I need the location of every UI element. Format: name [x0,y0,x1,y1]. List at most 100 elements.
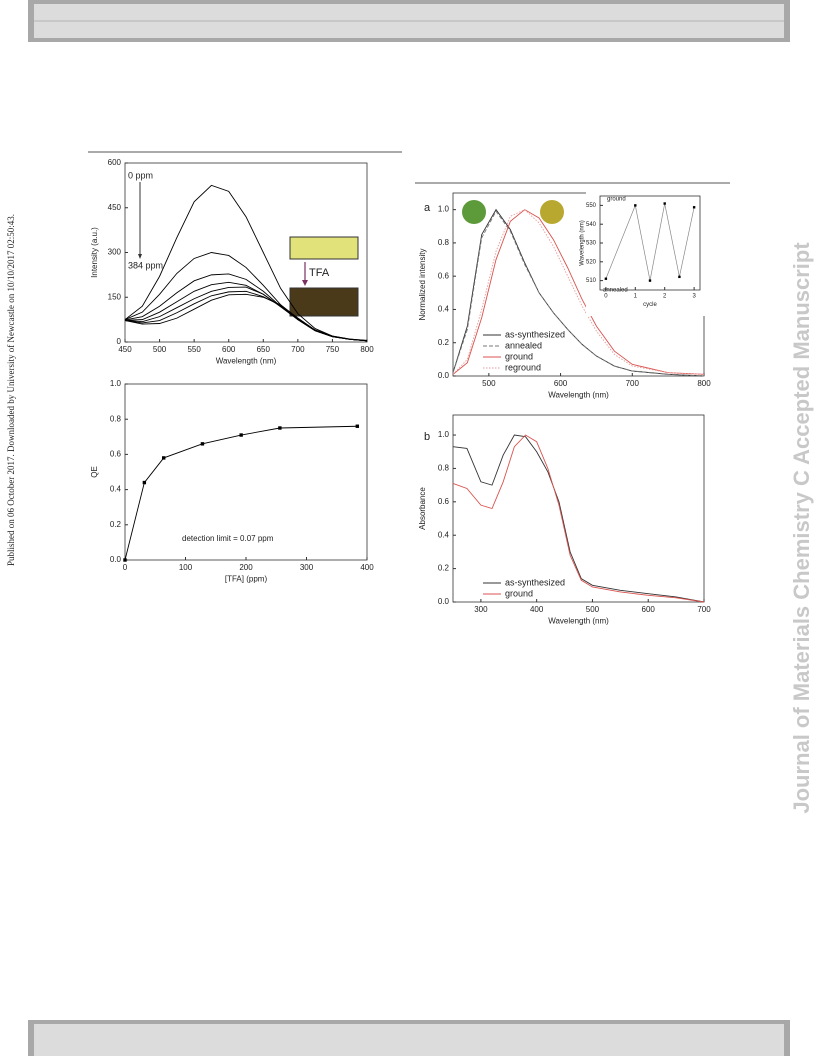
plot-frame [452,414,705,603]
photo-yellow-circle [540,200,564,224]
left-notice: Published on 06 October 2017. Downloaded… [6,214,16,566]
annotation: TFA [309,267,330,279]
x-tick-label: 700 [626,379,640,388]
y-tick-label: 1.0 [110,379,122,388]
y-tick-label: 0.6 [438,497,450,506]
y-tick-label: 550 [586,203,597,209]
panel-label: b [424,431,430,443]
y-axis-label: Normalized intensity [418,248,427,320]
x-tick-label: 450 [118,345,132,354]
series-line [124,184,368,341]
journal-watermark: Journal of Materials Chemistry C Accepte… [789,242,814,814]
y-tick-label: 0.6 [110,450,122,459]
y-tick-label: 1.0 [438,430,450,439]
y-axis-label: QE [90,466,99,478]
x-tick-label: 600 [642,605,656,614]
annotation: ground [607,197,626,203]
y-tick-label: 300 [108,248,122,257]
x-tick-label: 300 [300,563,314,572]
x-axis-label: cycle [643,302,657,308]
annotation: detection limit = 0.07 ppm [182,534,274,543]
series-line [124,293,368,341]
chart: 0 100 200 300 400 0.0 0.2 0.4 0.6 0.8 1.0 [TFA] (pp… [90,379,374,583]
legend-label: as-synthesized [505,329,565,339]
data-point [648,279,652,282]
x-tick-label: 0 [123,563,128,572]
data-point [692,206,696,209]
x-axis-label: Wavelength (nm) [548,616,609,625]
y-tick-label: 0.0 [110,555,122,564]
x-axis-label: Wavelength (nm) [548,390,609,399]
x-tick-label: 2 [663,294,667,300]
series-line [452,434,705,603]
y-tick-label: 0.8 [110,414,122,423]
legend-label: ground [505,351,533,361]
x-tick-label: 500 [153,345,167,354]
x-tick-label: 750 [326,345,340,354]
y-axis-label: Absorbance [418,487,427,530]
annotation: 0 ppm [128,170,153,180]
x-tick-label: 500 [586,605,600,614]
data-point [123,558,127,562]
data-point [162,456,166,460]
y-tick-label: 600 [108,158,122,167]
y-tick-label: 0.4 [110,485,122,494]
x-tick-label: 800 [697,379,711,388]
y-tick-label: 0.6 [438,271,450,280]
legend-label: as-synthesized [505,577,565,587]
photo-yellow [289,236,359,260]
x-tick-label: 300 [474,605,488,614]
x-tick-label: 600 [222,345,236,354]
x-tick-label: 700 [291,345,305,354]
panel-label: a [424,202,431,214]
y-tick-label: 0.0 [438,597,450,606]
data-point [142,480,147,485]
series-line [452,434,705,603]
y-tick-label: 0.4 [438,305,450,314]
legend-label: ground [505,588,533,598]
x-tick-label: 0 [604,294,608,300]
y-tick-label: 0 [117,337,122,346]
data-point [278,426,282,430]
x-tick-label: 600 [554,379,568,388]
series-line [452,210,705,377]
series-line [452,209,705,375]
y-tick-label: 0.4 [438,530,450,539]
y-tick-label: 1.0 [438,205,450,214]
chart: 450 500 550 600 650 700 750 800 0 150 300 450 600 Wav… [90,158,374,365]
y-tick-label: 0.8 [438,464,450,473]
x-tick-label: 100 [179,563,193,572]
annotation: annealed [603,288,628,294]
y-tick-label: 520 [586,259,597,265]
arrow-head [138,254,142,259]
y-tick-label: 0.2 [110,520,122,529]
y-tick-label: 530 [586,241,597,247]
y-tick-label: 0.0 [438,371,450,380]
data-point [634,204,637,207]
x-tick-label: 650 [257,345,271,354]
chart: 0 1 2 3 510 520 530 540 550 cycle Wavelength (nm) g… [580,195,701,308]
legend-label: reground [505,362,541,372]
inset-background [586,190,706,316]
legend-label: annealed [505,340,542,350]
annotation: 384 ppm [128,260,163,270]
x-tick-label: 700 [697,605,711,614]
x-tick-label: 1 [634,294,638,300]
y-tick-label: 150 [108,292,122,301]
series-line [605,203,695,281]
arrow-head [302,280,308,286]
x-tick-label: 500 [482,379,496,388]
data-point [604,277,608,280]
x-tick-label: 550 [187,345,201,354]
x-tick-label: 400 [530,605,544,614]
chart: 500 600 700 800 0.0 0.2 0.4 0.6 0.8 1.0 Wavelength… [418,192,711,399]
y-tick-label: 450 [108,203,122,212]
data-point [678,275,681,279]
photo-dark [289,287,359,317]
data-point [663,202,666,205]
x-tick-label: 3 [692,294,696,300]
y-tick-label: 0.2 [438,338,450,347]
photo-green [462,200,486,224]
data-point [200,442,205,446]
